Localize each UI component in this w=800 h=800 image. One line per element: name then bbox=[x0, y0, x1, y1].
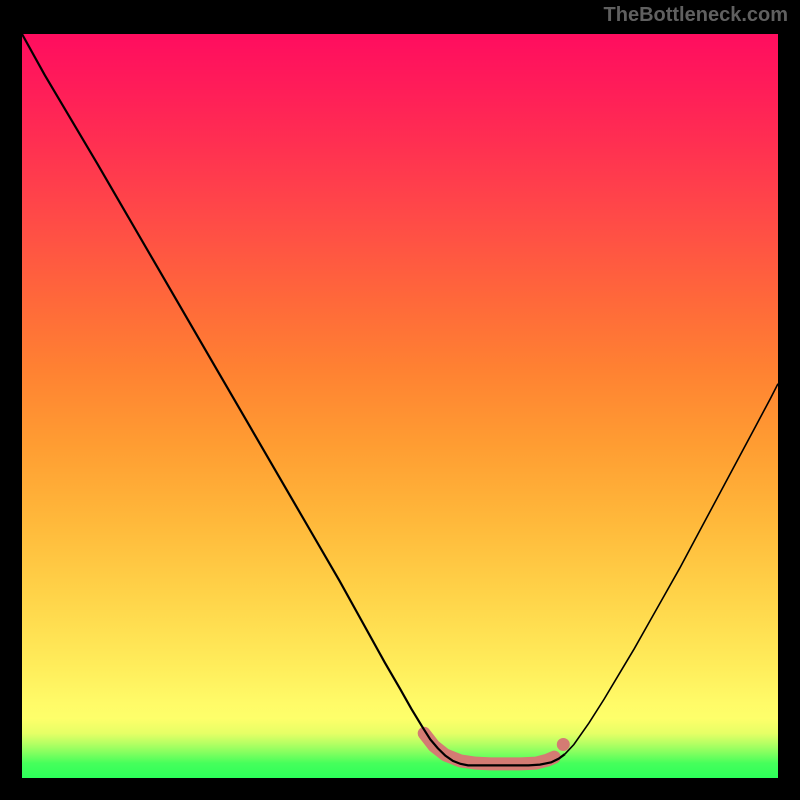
chart-svg bbox=[22, 34, 778, 778]
optimal-band-curve bbox=[424, 733, 554, 764]
watermark-text: TheBottleneck.com bbox=[604, 4, 788, 27]
plot-area bbox=[22, 34, 778, 778]
optimal-band-end-marker bbox=[557, 738, 570, 751]
bottleneck-curve-right bbox=[565, 384, 778, 755]
bottleneck-curve-left bbox=[22, 34, 565, 765]
